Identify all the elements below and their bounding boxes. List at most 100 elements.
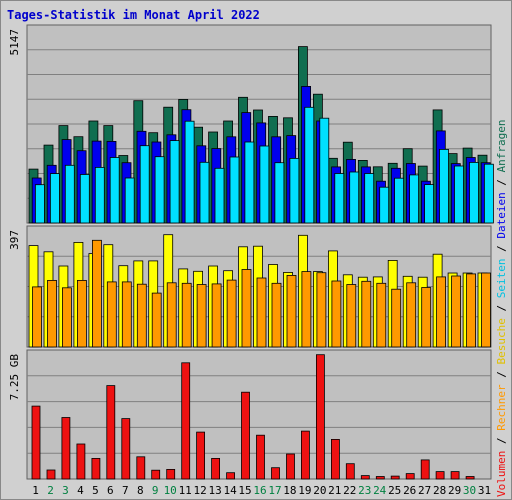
bar-rechner-day-25 <box>391 288 402 348</box>
x-tick-label-day-15: 15 <box>238 484 251 497</box>
bar-rechner-day-27 <box>421 287 432 348</box>
bar-seiten-day-23 <box>364 173 375 224</box>
bar-volumen-day-26 <box>405 473 415 480</box>
bar-seiten-day-24 <box>379 186 390 224</box>
bar-seiten-day-14 <box>229 156 240 224</box>
x-tick-label-day-4: 4 <box>77 484 84 497</box>
x-tick-label-day-11: 11 <box>179 484 192 497</box>
legend-entry: Anfragen <box>495 119 508 172</box>
bar-seiten-day-26 <box>409 174 420 224</box>
bar-seiten-day-16 <box>259 145 270 224</box>
bar-rechner-day-10 <box>166 282 177 348</box>
bar-seiten-day-27 <box>424 184 435 224</box>
bar-volumen-day-15 <box>241 391 250 480</box>
y-axis-label-visits: 397 <box>8 230 21 250</box>
bar-volumen-day-5 <box>91 457 101 480</box>
bar-rechner-day-14 <box>226 279 237 348</box>
bar-seiten-day-2 <box>50 173 60 224</box>
bar-seiten-day-15 <box>244 141 255 224</box>
x-tick-label-day-24: 24 <box>373 484 387 497</box>
bar-seiten-day-4 <box>79 174 90 224</box>
x-tick-label-day-23: 23 <box>358 484 371 497</box>
bar-volumen-day-14 <box>226 472 236 480</box>
bar-rechner-day-29 <box>451 275 462 348</box>
bar-rechner-day-23 <box>361 280 372 348</box>
bar-seiten-day-25 <box>394 177 405 224</box>
bar-seiten-day-22 <box>349 171 360 224</box>
x-tick-label-day-31: 31 <box>478 484 491 497</box>
bar-rechner-day-13 <box>211 283 222 348</box>
x-tick-label-day-26: 26 <box>403 484 416 497</box>
bar-rechner-day-12 <box>196 284 207 348</box>
x-tick-label-day-1: 1 <box>32 484 39 497</box>
x-tick-label-day-3: 3 <box>62 484 69 497</box>
legend-entry: / <box>495 431 508 451</box>
x-tick-label-day-18: 18 <box>283 484 296 497</box>
bar-rechner-day-24 <box>376 282 387 348</box>
bar-seiten-day-3 <box>64 164 75 224</box>
bar-volumen-day-22 <box>345 463 355 480</box>
bar-volumen-day-17 <box>271 467 280 480</box>
y-axis-label-hits: 5147 <box>8 29 21 56</box>
x-tick-label-day-16: 16 <box>253 484 266 497</box>
legend-entry: Besuche <box>495 318 508 364</box>
bar-volumen-day-16 <box>256 434 265 480</box>
x-tick-label-day-17: 17 <box>268 484 281 497</box>
x-tick-label-day-28: 28 <box>433 484 446 497</box>
bar-rechner-day-26 <box>406 282 417 348</box>
bar-seiten-day-1 <box>35 184 45 224</box>
x-tick-label-day-29: 29 <box>448 484 461 497</box>
bar-volumen-day-27 <box>420 459 430 480</box>
x-tick-label-day-14: 14 <box>223 484 237 497</box>
bar-volumen-day-18 <box>286 453 295 480</box>
legend-entry: / <box>495 298 508 318</box>
bar-rechner-day-22 <box>346 284 357 348</box>
bar-volumen-day-4 <box>76 443 86 480</box>
bar-volumen-day-12 <box>196 431 206 480</box>
bar-rechner-day-9 <box>151 292 162 348</box>
x-tick-label-day-2: 2 <box>47 484 54 497</box>
x-tick-label-day-13: 13 <box>208 484 221 497</box>
bar-rechner-day-18 <box>286 274 297 348</box>
bar-seiten-day-8 <box>139 145 150 224</box>
bar-seiten-day-28 <box>439 148 449 224</box>
legend-entry: Rechner <box>495 384 508 431</box>
bar-seiten-day-6 <box>109 157 120 224</box>
bar-seiten-day-12 <box>199 161 210 224</box>
x-tick-label-day-30: 30 <box>463 484 476 497</box>
bar-volumen-day-1 <box>31 405 41 480</box>
bar-rechner-day-21 <box>331 280 342 348</box>
x-tick-label-day-8: 8 <box>137 484 144 497</box>
x-tick-label-day-19: 19 <box>298 484 311 497</box>
bar-rechner-day-3 <box>62 287 72 348</box>
y-axis-label-volume: 7.25 GB <box>8 354 21 401</box>
bar-seiten-day-18 <box>289 157 300 224</box>
legend: Volumen / Rechner / Besuche / Seiten / D… <box>495 119 508 497</box>
bar-volumen-day-25 <box>390 475 400 480</box>
bar-seiten-day-11 <box>184 120 195 224</box>
bar-rechner-day-20 <box>316 272 327 348</box>
legend-entry: / <box>495 239 508 259</box>
bar-volumen-day-23 <box>360 475 370 480</box>
x-tick-label-day-12: 12 <box>193 484 206 497</box>
bar-seiten-day-10 <box>169 140 180 224</box>
x-tick-label-day-10: 10 <box>164 484 177 497</box>
bar-rechner-day-4 <box>77 279 87 348</box>
bar-seiten-day-13 <box>214 167 225 224</box>
bar-rechner-day-5 <box>92 239 102 348</box>
bar-seiten-day-21 <box>334 173 345 224</box>
legend-entry: / <box>495 365 508 385</box>
x-tick-label-day-20: 20 <box>313 484 326 497</box>
bar-rechner-day-11 <box>181 282 192 348</box>
bar-rechner-day-30 <box>466 273 477 348</box>
x-tick-label-day-5: 5 <box>92 484 99 497</box>
bar-rechner-day-15 <box>241 269 252 348</box>
bar-volumen-day-28 <box>435 471 445 480</box>
bar-seiten-day-30 <box>469 161 479 224</box>
bar-rechner-day-19 <box>301 271 312 348</box>
bar-seiten-day-7 <box>124 177 135 224</box>
bar-seiten-day-19 <box>304 106 315 224</box>
